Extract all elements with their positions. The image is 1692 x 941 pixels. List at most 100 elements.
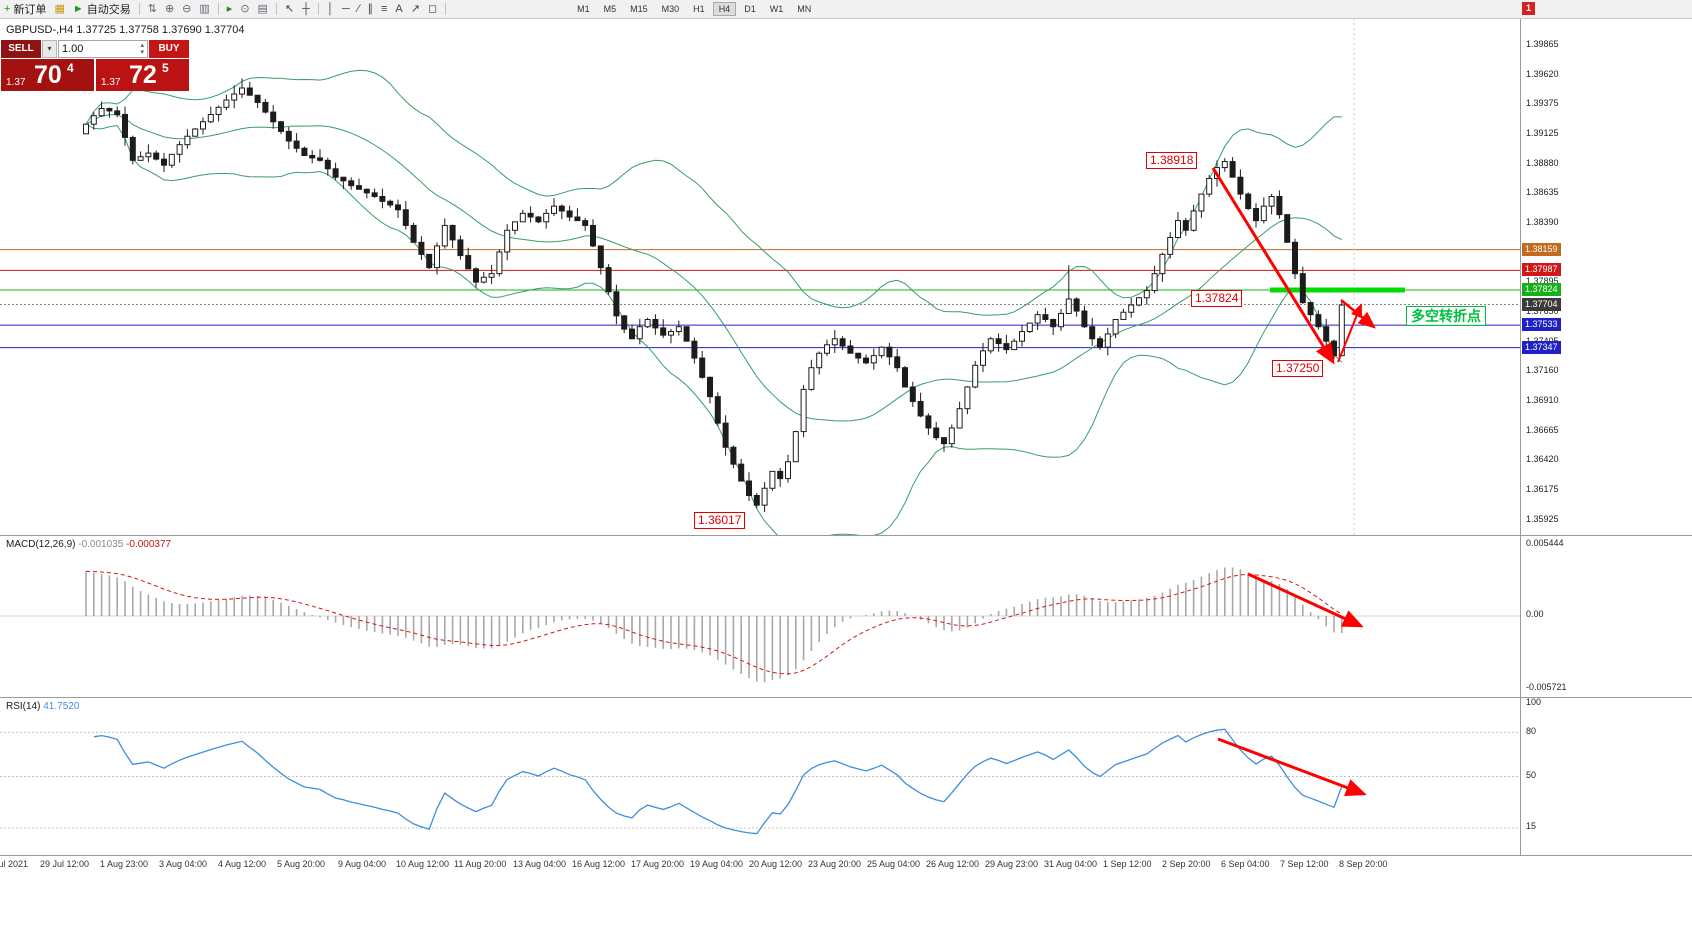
tile-windows-icon: ▥	[199, 3, 210, 15]
zoom-out-button[interactable]: ⊖	[179, 1, 194, 17]
chart-price-label[interactable]: 1.37250	[1272, 360, 1324, 377]
rsi-value: 41.7520	[43, 701, 80, 712]
time-axis[interactable]: Jul 2021 29 Jul 12:00 1 Aug 23:00 3 Aug 04:…	[0, 855, 1520, 875]
time-tick: 29 Aug 23:00	[985, 859, 1039, 869]
scale-icon: ⇅	[147, 3, 157, 15]
buy-button[interactable]: BUY	[149, 40, 189, 58]
crosshair-button[interactable]: ┼	[299, 1, 313, 17]
timeframe-h1-button[interactable]: H1	[693, 4, 705, 14]
time-tick: 29 Jul 12:00	[40, 859, 90, 869]
chart-window-button[interactable]: ▦	[51, 1, 67, 17]
timeframe-m1-button[interactable]: M1	[577, 4, 590, 14]
sell-price-prefix: 1.37	[6, 77, 26, 88]
time-tick: 20 Aug 12:00	[749, 859, 803, 869]
data-window-button[interactable]: ▤	[255, 1, 271, 17]
time-tick: 1 Sep 12:00	[1103, 859, 1152, 869]
zoom-in-icon: ⊕	[164, 3, 175, 15]
toolbar-separator	[317, 3, 319, 15]
timeframe-w1-button[interactable]: W1	[769, 4, 784, 14]
timeframe-m5-button[interactable]: M5	[603, 4, 617, 14]
macd-indicator-canvas[interactable]	[0, 535, 1520, 697]
time-tick: 19 Aug 04:00	[690, 859, 744, 869]
price-badge: 1.37704	[1522, 297, 1561, 311]
auto-trading-button[interactable]: ► 自动交易	[70, 1, 134, 17]
trendline-button[interactable]: ∕	[355, 1, 363, 17]
time-tick: 23 Aug 20:00	[808, 859, 862, 869]
price-chart-canvas[interactable]	[0, 18, 1520, 535]
macd-value: -0.001035	[78, 539, 124, 550]
macd-pane-divider[interactable]	[0, 535, 1692, 536]
price-tick: 1.38880	[1526, 157, 1559, 168]
macd-name: MACD(12,26,9)	[6, 539, 76, 550]
zoom-in-button[interactable]: ⊕	[162, 1, 177, 17]
macd-label: MACD(12,26,9) -0.001035 -0.000377	[6, 539, 171, 550]
chart-note-label[interactable]: 多空转折点	[1406, 306, 1486, 326]
price-tick: 1.36910	[1526, 395, 1559, 406]
price-tick: 1.39125	[1526, 128, 1559, 139]
chart-price-label[interactable]: 1.38918	[1146, 152, 1198, 169]
time-tick: 1 Aug 23:00	[100, 859, 149, 869]
time-tick: 6 Sep 04:00	[1221, 859, 1270, 869]
time-tick: 26 Aug 12:00	[926, 859, 980, 869]
horizontal-line-icon: ─	[341, 3, 350, 15]
sell-button[interactable]: SELL	[1, 40, 41, 58]
timeframe-d1-button[interactable]: D1	[744, 4, 756, 14]
time-tick: 17 Aug 20:00	[631, 859, 685, 869]
shapes-icon: ◻	[427, 3, 438, 15]
time-tick: 31 Aug 04:00	[1044, 859, 1098, 869]
channel-button[interactable]: ∥	[364, 1, 376, 17]
time-tick: 5 Aug 20:00	[277, 859, 326, 869]
cursor-button[interactable]: ↖	[282, 1, 297, 17]
timeframe-h4-button[interactable]: H4	[712, 2, 737, 16]
volume-spinner[interactable]: ▴ ▾	[140, 42, 144, 56]
price-tick: 1.37650	[1526, 306, 1559, 317]
toolbar-separator	[275, 3, 277, 15]
vertical-line-button[interactable]: │	[324, 1, 337, 17]
step-forward-button[interactable]: ▸	[224, 1, 236, 17]
rsi-pane-divider[interactable]	[0, 697, 1692, 698]
trendline-icon: ∕	[357, 3, 360, 15]
rsi-indicator-canvas[interactable]	[0, 697, 1520, 855]
fibonacci-button[interactable]: ≡	[378, 1, 390, 17]
rsi-label: RSI(14) 41.7520	[6, 701, 79, 712]
timeframe-mn-button[interactable]: MN	[797, 4, 812, 14]
time-tick: 9 Aug 04:00	[338, 859, 387, 869]
buy-price-box[interactable]: 1.37 72 5	[96, 59, 189, 91]
timer-button[interactable]: ⊙	[237, 1, 252, 17]
volume-input[interactable]: 1.00 ▴ ▾	[58, 40, 148, 58]
notification-badge[interactable]: 1	[1522, 2, 1535, 15]
new-order-icon: +	[4, 3, 11, 15]
timeframe-m30-button[interactable]: M30	[661, 4, 680, 14]
volume-value: 1.00	[62, 43, 84, 55]
time-tick: 10 Aug 12:00	[396, 859, 450, 869]
price-tick: 1.37895	[1526, 276, 1559, 287]
scale-button[interactable]: ⇅	[145, 1, 160, 17]
chart-price-label[interactable]: 1.37824	[1191, 290, 1243, 307]
shapes-button[interactable]: ◻	[425, 1, 440, 17]
chart-price-label[interactable]: 1.36017	[694, 512, 746, 529]
horizontal-line-button[interactable]: ─	[339, 1, 353, 17]
chart-ohlc-title: GBPUSD-,H4 1.37725 1.37758 1.37690 1.377…	[6, 24, 245, 36]
sell-price-box[interactable]: 1.37 70 4	[1, 59, 94, 91]
timeframe-m15-button[interactable]: M15	[630, 4, 648, 14]
price-axis[interactable]: 1.39865 1.39620 1.39375 1.39125 1.38880 1.386…	[1520, 0, 1692, 941]
top-toolbar: + 新订单 ▦ ► 自动交易 ⇅ ⊕ ⊖ ▥ ▸ ⊙ ▤ ↖ ┼ │ ─ ∕ ∥ ≡ A ↗ ◻ M1 M5 M15 M30 H1…	[0, 0, 1692, 19]
one-click-trading-panel: SELL ▾ 1.00 ▴ ▾ BUY 1.37 70 4 1.37 72 5	[1, 40, 189, 91]
text-button[interactable]: A	[392, 1, 405, 17]
rsi-axis-80: 80	[1526, 726, 1537, 736]
timeframe-toolbar: M1 M5 M15 M30 H1 H4 D1 W1 MN	[570, 2, 818, 16]
price-tick: 1.38390	[1526, 216, 1559, 227]
time-tick: 7 Sep 12:00	[1280, 859, 1329, 869]
sell-price-big: 70	[34, 61, 62, 89]
tile-windows-button[interactable]: ▥	[196, 1, 212, 17]
arrow-tool-button[interactable]: ↗	[408, 1, 423, 17]
toolbar-tools: + 新订单 ▦ ► 自动交易 ⇅ ⊕ ⊖ ▥ ▸ ⊙ ▤ ↖ ┼ │ ─ ∕ ∥ ≡ A ↗ ◻	[0, 0, 450, 18]
sell-price-sup: 4	[67, 61, 74, 75]
time-tick: 25 Aug 04:00	[867, 859, 921, 869]
new-order-button[interactable]: + 新订单	[1, 1, 49, 17]
price-tick: 1.39375	[1526, 98, 1559, 109]
auto-trading-icon: ►	[72, 3, 84, 15]
order-options-button[interactable]: ▾	[42, 40, 57, 58]
